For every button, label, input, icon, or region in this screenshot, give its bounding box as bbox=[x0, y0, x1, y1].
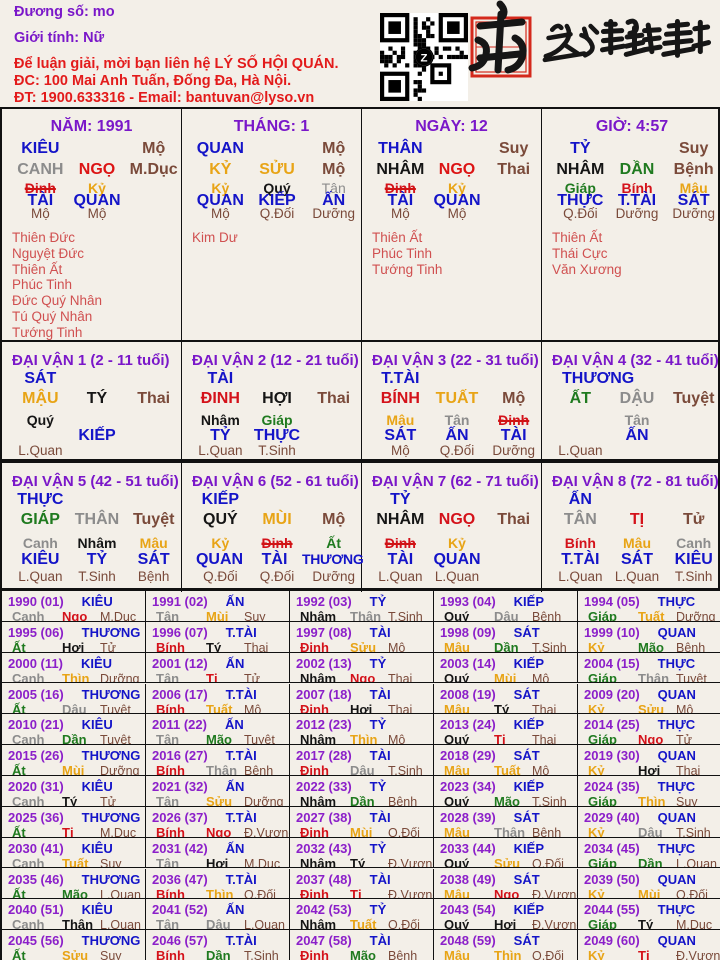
svg-text:Z: Z bbox=[421, 52, 428, 64]
